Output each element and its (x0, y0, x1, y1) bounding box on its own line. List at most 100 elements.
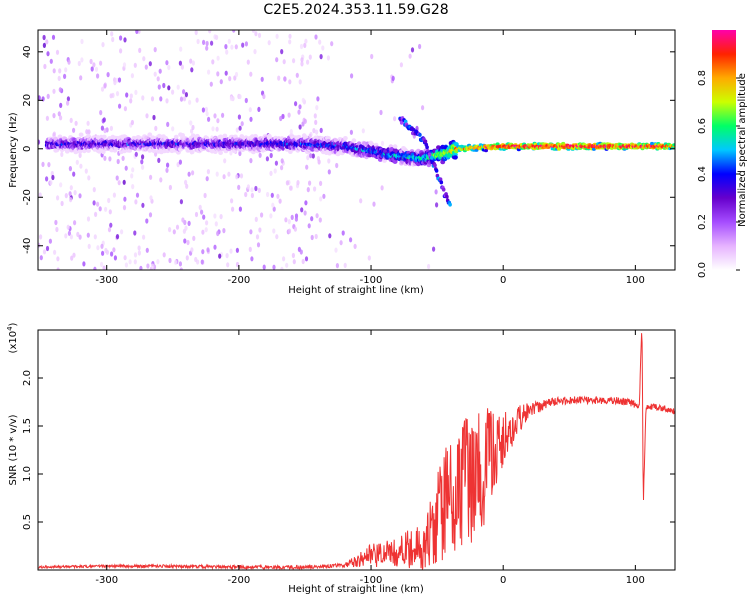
spectrogram-noise-mark (221, 112, 225, 118)
spectrogram-noise-mark (233, 75, 237, 81)
spectrogram-noise-mark (120, 229, 124, 235)
snr-y-tick-label: 0.5 (22, 514, 33, 530)
spectrogram-y-tick-label: -40 (22, 238, 33, 254)
spectrogram-noise-mark (168, 257, 172, 264)
spectrogram-noise-mark (244, 41, 248, 47)
spectrogram-noise-mark (158, 68, 162, 74)
spectrogram-noise-mark (179, 46, 183, 52)
spectrogram-noise-mark (391, 75, 395, 81)
spectrogram-x-tick-label: -200 (228, 275, 251, 286)
spectrogram-x-tick-label: 100 (626, 275, 645, 286)
spectrogram-noise-mark (294, 101, 298, 107)
spectrogram-noise-mark (191, 60, 195, 66)
spectrogram-noise-mark (249, 71, 253, 77)
spectrogram-y-tick-label: 0 (22, 146, 33, 152)
spectrogram-noise-mark (298, 79, 302, 85)
spectrogram-noise-mark (315, 105, 319, 111)
spectrogram-noise-mark (96, 201, 100, 207)
spectrogram-band-mark (100, 149, 106, 155)
spectrogram-noise-mark (190, 247, 194, 253)
spectrogram-band-mark (189, 149, 195, 155)
spectrogram-noise-mark (49, 180, 53, 186)
spectrogram-noise-mark (213, 213, 217, 219)
spectrogram-noise-mark (48, 238, 53, 244)
spectrogram-noise-mark (303, 118, 307, 124)
spectrogram-noise-mark (41, 161, 45, 167)
spectrogram-noise-mark (300, 207, 304, 213)
spectrogram-noise-mark (295, 72, 299, 78)
spectrogram-noise-mark (258, 152, 262, 158)
spectrogram-trace-mark (445, 194, 449, 199)
spectrogram-noise-mark (250, 256, 254, 262)
chart-title: C2E5.2024.353.11.59.G28 (263, 2, 448, 18)
spectrogram-noise-mark (289, 129, 293, 135)
spectrogram-noise-mark (153, 71, 157, 77)
spectrogram-noise-mark (131, 184, 135, 190)
spectrogram-noise-mark (142, 56, 146, 62)
spectrogram-noise-mark (67, 230, 71, 236)
spectrogram-noise-mark (189, 120, 193, 126)
spectrogram-noise-mark (238, 125, 242, 131)
spectrogram-noise-mark (205, 176, 209, 182)
spectrogram-noise-mark (191, 170, 195, 176)
spectrogram-noise-mark (216, 71, 220, 77)
spectrogram-noise-mark (98, 206, 102, 212)
spectrogram-noise-mark (248, 246, 252, 252)
snr-plot-area (38, 330, 675, 570)
spectrogram-noise-mark (219, 79, 223, 85)
spectrogram-noise-mark (235, 261, 240, 268)
spectrogram-noise-mark (319, 196, 323, 202)
spectrogram-noise-mark (113, 255, 117, 261)
spectrogram-noise-mark (202, 39, 206, 46)
spectrogram-noise-mark (311, 153, 315, 159)
spectrogram-band-mark (591, 147, 596, 151)
spectrogram-noise-mark (115, 234, 120, 240)
spectrogram-band-mark (78, 132, 84, 137)
spectrogram-noise-mark (53, 249, 57, 255)
spectrogram-noise-mark (359, 198, 363, 204)
spectrogram-noise-mark (183, 238, 187, 244)
spectrogram-noise-mark (372, 201, 376, 207)
spectrogram-noise-mark (165, 98, 169, 104)
spectrogram-noise-mark (435, 202, 439, 208)
spectrogram-noise-mark (46, 93, 50, 99)
spectrogram-noise-mark (275, 234, 279, 240)
spectrogram-noise-mark (171, 89, 175, 95)
spectrogram-noise-mark (121, 155, 125, 161)
spectrogram-noise-mark (343, 262, 347, 268)
spectrogram-noise-mark (304, 38, 308, 44)
spectrogram-noise-mark (82, 261, 86, 267)
spectrogram-noise-mark (215, 34, 219, 41)
spectrogram-noise-mark (124, 165, 128, 171)
spectrogram-noise-mark (49, 58, 53, 64)
spectrogram-noise-mark (287, 228, 292, 234)
spectrogram-noise-mark (316, 96, 320, 102)
spectrogram-noise-mark (306, 59, 310, 65)
spectrogram-noise-mark (130, 173, 134, 179)
spectrogram-noise-mark (102, 117, 106, 123)
spectrogram-noise-mark (213, 244, 217, 250)
spectrogram-noise-mark (288, 79, 292, 85)
spectrogram-noise-mark (273, 168, 277, 174)
spectrogram-band-mark (86, 148, 91, 153)
spectrogram-noise-mark (133, 252, 138, 258)
spectrogram-noise-mark (204, 227, 208, 233)
spectrogram-noise-mark (135, 192, 140, 198)
spectrogram-noise-mark (380, 140, 385, 146)
spectrogram-band-mark (288, 149, 293, 154)
spectrogram-x-ticks: -300 -200 -100 0 100 (95, 30, 645, 286)
spectrogram-noise-mark (178, 159, 182, 165)
spectrogram-noise-mark (89, 58, 93, 65)
spectrogram-band-mark (650, 141, 654, 146)
spectrogram-noise-mark (285, 262, 289, 268)
spectrogram-x-tick-label: -100 (360, 275, 383, 286)
spectrogram-noise-mark (306, 155, 310, 161)
spectrogram-noise-mark (133, 230, 137, 236)
spectrogram-noise-mark (298, 104, 302, 110)
spectrogram-noise-mark (64, 67, 68, 73)
spectrogram-noise-mark (267, 40, 271, 46)
spectrogram-noise-mark (64, 233, 68, 239)
spectrogram-noise-mark (249, 229, 253, 235)
spectrogram-noise-mark (205, 220, 209, 226)
colorbar-tick-label: 0.8 (697, 70, 708, 86)
